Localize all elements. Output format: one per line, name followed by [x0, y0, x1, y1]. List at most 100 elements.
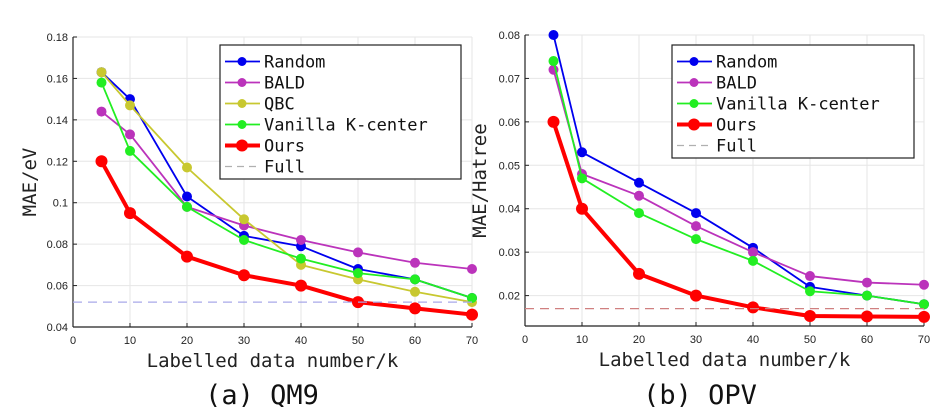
x-tick-label: 50	[804, 334, 816, 346]
data-point	[919, 279, 929, 290]
data-point	[634, 190, 644, 201]
series-vanilla-k-center	[96, 77, 477, 303]
legend-label: Full	[264, 158, 305, 178]
data-point	[296, 235, 306, 245]
data-point	[125, 100, 135, 111]
data-point	[182, 162, 192, 173]
legend-label: Vanilla K-center	[716, 95, 880, 115]
data-point	[239, 235, 249, 245]
legend-label: Vanilla K-center	[264, 116, 428, 136]
x-tick-label: 30	[690, 334, 702, 346]
legend-label: Ours	[264, 137, 305, 157]
legend-item: Vanilla K-center	[677, 95, 880, 115]
legend-item: Full	[677, 137, 757, 157]
legend-marker	[236, 139, 248, 152]
data-point	[125, 129, 135, 140]
series-line	[551, 121, 925, 319]
x-tick-label: 40	[295, 335, 307, 347]
legend-marker	[689, 78, 699, 87]
data-point	[576, 202, 588, 215]
data-point	[95, 155, 108, 168]
series-bald	[96, 106, 477, 274]
series-line	[99, 160, 473, 317]
data-point	[748, 255, 758, 266]
legend-item: BALD	[225, 74, 305, 94]
legend-label: Full	[716, 137, 757, 157]
x-tick-label: 30	[238, 335, 250, 347]
y-tick-label: 0.08	[499, 30, 520, 42]
legend-item: Vanilla K-center	[225, 116, 428, 136]
legend-item: QBC	[225, 95, 295, 115]
data-point	[410, 286, 420, 297]
y-axis-label: MAE/Hatree	[469, 123, 491, 237]
x-tick-label: 50	[352, 335, 364, 347]
series-line	[552, 69, 925, 286]
series-vanilla-k-center	[548, 56, 929, 310]
data-point	[239, 214, 249, 225]
legend-label: BALD	[264, 74, 305, 94]
data-point	[548, 30, 559, 40]
y-axis-label: MAE/eV	[19, 148, 41, 217]
x-tick-label: 60	[409, 335, 421, 347]
legend-item: Random	[677, 53, 777, 73]
data-point	[467, 264, 477, 274]
series-line	[552, 60, 925, 306]
panel-caption: (a) QM9	[205, 380, 319, 407]
chart-panel-a: 0 10 20 30 40 50 60 70 0.04 0.06 0.08 0.1 0.12 0.14 0.…	[19, 32, 478, 407]
data-point	[410, 274, 420, 285]
y-tick-label: 0.12	[47, 156, 68, 168]
legend-item: Ours	[677, 116, 757, 136]
x-tick-label: 20	[181, 335, 193, 347]
legend-label: QBC	[264, 95, 295, 115]
data-point	[634, 177, 644, 188]
legend-item: Full	[225, 158, 305, 178]
y-tick-label: 0.08	[47, 239, 68, 251]
data-point	[747, 301, 759, 314]
data-point	[634, 208, 644, 219]
y-tick-label: 0.02	[499, 291, 520, 303]
data-point	[182, 201, 192, 212]
data-point	[548, 56, 559, 67]
data-point	[466, 308, 478, 321]
chart-panel-b: 0 10 20 30 40 50 60 70 0.02 0.03 0.04 0.05 0.06 0.07 0…	[469, 30, 930, 407]
data-point	[467, 293, 477, 303]
legend-marker	[237, 99, 247, 108]
data-point	[96, 106, 107, 117]
data-point	[182, 191, 192, 202]
x-tick-label: 10	[124, 335, 136, 347]
y-tick-label: 0.16	[47, 73, 68, 85]
data-point	[805, 271, 815, 282]
data-point	[918, 310, 930, 323]
data-point	[691, 208, 701, 219]
y-tick-label: 0.04	[47, 322, 68, 334]
x-tick-label: 0	[70, 335, 76, 347]
series-line	[100, 82, 473, 299]
y-tick-label: 0.14	[47, 115, 68, 127]
data-point	[296, 253, 306, 264]
data-point	[691, 234, 701, 245]
data-point	[804, 310, 816, 323]
legend-marker	[689, 99, 699, 108]
legend-marker	[237, 57, 247, 66]
series-line	[100, 71, 473, 304]
data-point	[96, 77, 107, 88]
data-point	[295, 279, 307, 292]
x-tick-label: 70	[466, 335, 478, 347]
series-ours	[95, 155, 478, 321]
y-tick-label: 0.06	[499, 117, 520, 129]
series-line	[100, 110, 473, 270]
legend-box	[219, 44, 462, 180]
y-tick-label: 0.06	[47, 281, 68, 293]
data-point	[353, 268, 363, 279]
legend-item: Random	[225, 53, 325, 73]
x-tick-label: 70	[918, 334, 930, 346]
x-axis-label: Labelled data number/k	[147, 350, 399, 372]
x-tick-label: 0	[522, 334, 528, 346]
data-point	[547, 115, 560, 128]
y-tick-label: 0.03	[499, 247, 520, 259]
y-tick-label: 0.18	[47, 32, 68, 44]
x-tick-label: 60	[861, 334, 873, 346]
data-point	[690, 289, 702, 302]
legend-box	[671, 44, 915, 159]
